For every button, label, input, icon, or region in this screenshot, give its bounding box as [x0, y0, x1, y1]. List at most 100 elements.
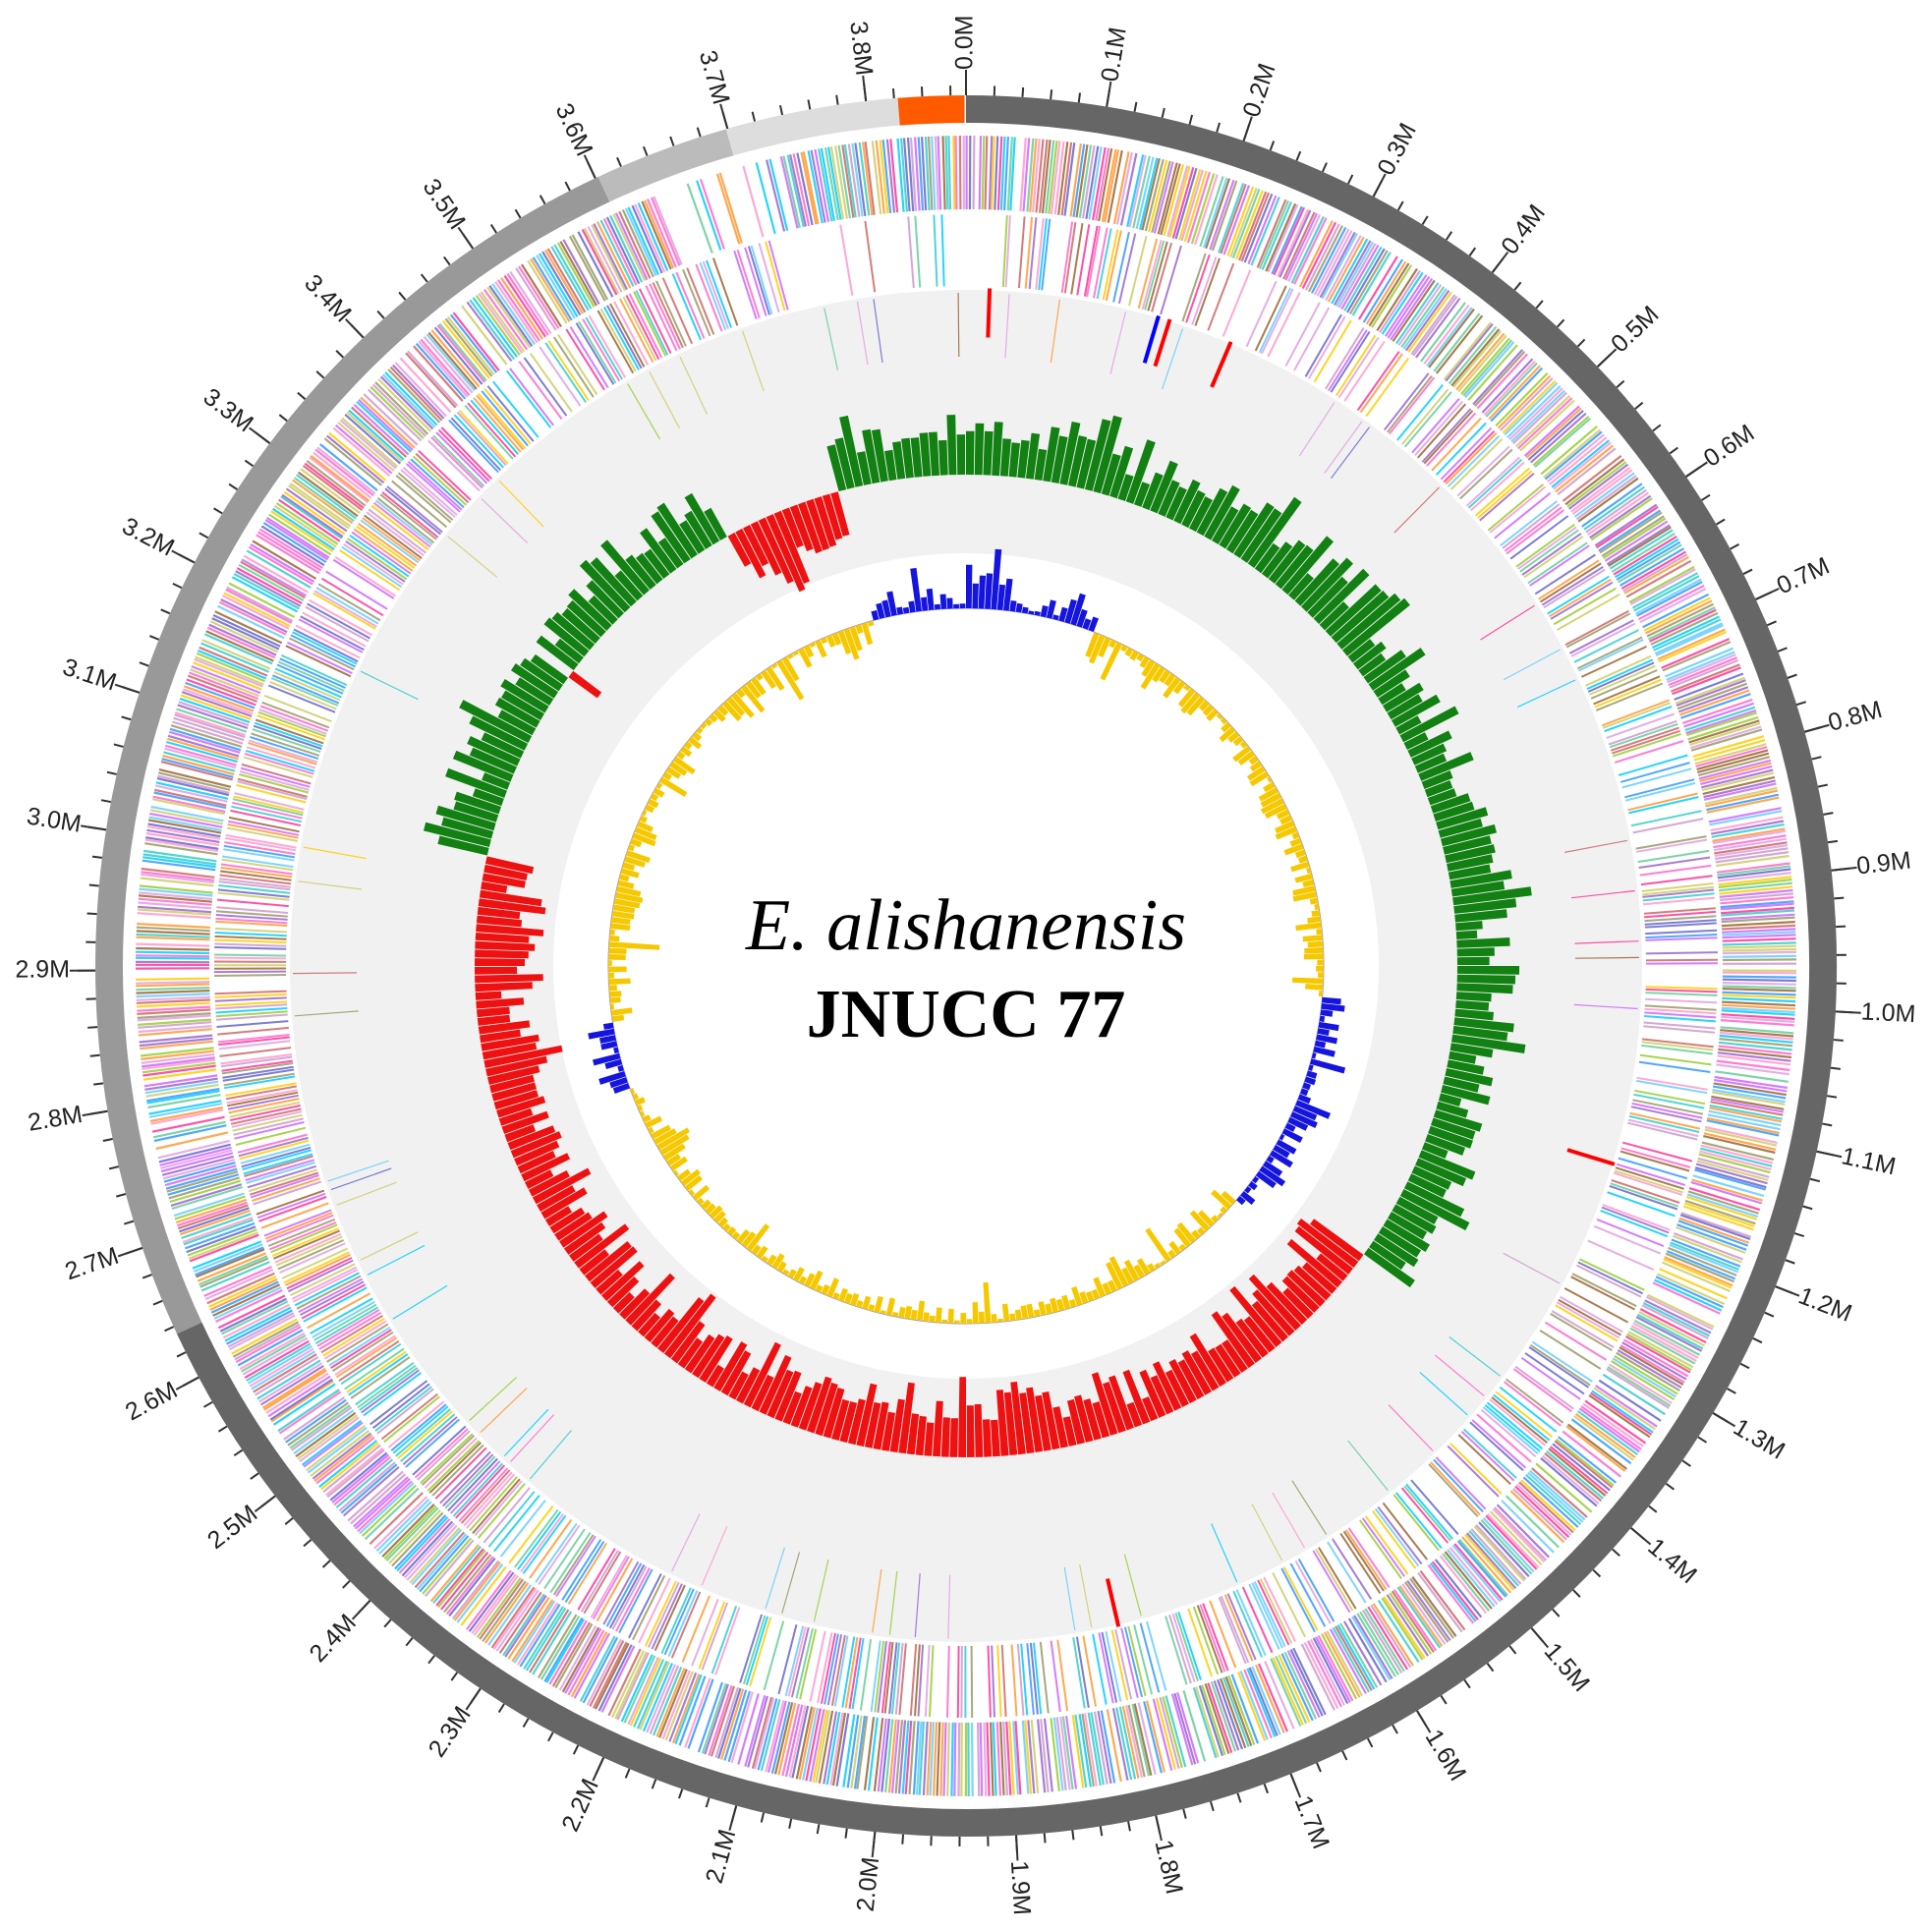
- map-layer: 0.0M 0.1M0.2M0.3M0.4M0.5M0.6M0.7M0.8M0.9M…: [15, 15, 1916, 1915]
- position-label: 1.3M: [1729, 1413, 1790, 1465]
- label-leader: [871, 1832, 877, 1858]
- position-tick: [233, 1448, 244, 1457]
- position-tick: [1021, 86, 1025, 97]
- label-leader: [117, 1247, 143, 1258]
- position-tick: [751, 111, 757, 122]
- position-tick: [1764, 1311, 1775, 1318]
- gene-feature: [136, 136, 1796, 1795]
- label-leader: [1530, 1627, 1550, 1649]
- label-leader: [351, 1600, 371, 1620]
- gene-feature: [469, 383, 1142, 1635]
- position-tick: [547, 1731, 554, 1742]
- label-leader: [1804, 723, 1830, 733]
- position-tick: [121, 715, 132, 721]
- rna-mark: [1106, 1578, 1121, 1627]
- position-tick: [1440, 1695, 1448, 1705]
- rna-mark: [986, 288, 993, 338]
- gene-feature: [142, 137, 1796, 1795]
- position-tick: [1701, 493, 1711, 501]
- position-label: 0.8M: [1825, 696, 1885, 737]
- label-leader: [345, 318, 365, 339]
- gene-feature: [215, 216, 1701, 1717]
- position-tick: [376, 310, 385, 319]
- position-label: 1.4M: [1642, 1533, 1702, 1589]
- position-tick: [760, 1812, 766, 1823]
- label-leader: [1242, 116, 1253, 142]
- position-tick: [1616, 379, 1625, 389]
- position-label: 3.8M: [844, 20, 878, 77]
- label-leader: [1596, 348, 1618, 368]
- position-tick: [1802, 1205, 1813, 1211]
- position-tick: [89, 1053, 100, 1057]
- backbone-segment: [177, 95, 1838, 1837]
- position-tick: [1669, 446, 1678, 455]
- position-label: 2.3M: [424, 1701, 477, 1762]
- label-leader: [114, 683, 141, 694]
- position-tick: [1127, 1821, 1131, 1832]
- rna-mark: [1142, 314, 1161, 364]
- position-label: 0.4M: [1496, 199, 1551, 259]
- position-label: 3.2M: [118, 512, 179, 562]
- position-label: 0.3M: [1372, 119, 1422, 180]
- position-tick: [124, 1220, 135, 1225]
- position-tick: [1576, 338, 1586, 348]
- label-leader: [1015, 1835, 1019, 1861]
- gene-feature: [136, 135, 1796, 1796]
- position-tick: [1572, 1589, 1581, 1598]
- label-leader: [254, 1495, 276, 1512]
- label-leader: [465, 1687, 482, 1711]
- position-tick: [1648, 1504, 1658, 1513]
- position-tick: [106, 770, 117, 775]
- gene-feature: [222, 245, 1708, 1713]
- position-tick: [891, 87, 895, 99]
- position-tick: [1508, 1645, 1517, 1655]
- gene-feature: [137, 141, 1797, 1797]
- position-tick: [669, 136, 675, 146]
- gene-feature: [138, 135, 1797, 1797]
- position-tick: [199, 532, 209, 539]
- position-label: 0.6M: [1699, 419, 1760, 472]
- position-tick: [116, 1193, 127, 1198]
- position-tick: [624, 1768, 631, 1779]
- gene-feature: [1503, 1252, 1561, 1284]
- position-tick: [250, 1472, 259, 1480]
- position-tick: [1366, 1737, 1374, 1748]
- gene-feature: [136, 136, 1796, 1797]
- position-tick: [87, 1026, 98, 1029]
- gene-feature: [145, 135, 1796, 1792]
- gene-feature: [213, 223, 1690, 1717]
- label-leader: [81, 824, 107, 831]
- position-tick: [1263, 1784, 1269, 1794]
- gene-feature: [228, 240, 1719, 1713]
- gene-feature: [294, 1010, 1328, 1615]
- position-tick: [91, 855, 102, 859]
- gene-feature: [218, 214, 1715, 1718]
- backbone-segment: [95, 177, 610, 1334]
- inner-area: [553, 553, 1379, 1379]
- rna-mark: [1153, 318, 1172, 368]
- gene-feature: [213, 216, 1719, 1717]
- position-tick: [278, 414, 288, 423]
- gene-feature: [914, 1573, 921, 1638]
- position-tick: [297, 391, 307, 400]
- position-tick: [86, 912, 97, 916]
- position-tick: [1133, 101, 1138, 112]
- position-tick: [1463, 1678, 1471, 1689]
- position-tick: [398, 291, 407, 301]
- position-tick: [678, 1788, 684, 1799]
- gene-feature: [136, 135, 1796, 1769]
- position-tick: [1665, 1482, 1676, 1491]
- position-tick: [1077, 92, 1082, 103]
- position-tick: [1787, 673, 1797, 679]
- position-tick: [176, 1351, 187, 1358]
- position-tick: [1071, 1830, 1075, 1841]
- position-tick: [1826, 1095, 1838, 1099]
- position-tick: [148, 635, 160, 641]
- position-tick: [1777, 647, 1788, 652]
- position-tick: [1652, 424, 1662, 432]
- position-tick: [315, 370, 325, 379]
- gene-feature: [136, 136, 1794, 1796]
- position-tick: [1535, 300, 1544, 310]
- position-tick: [1321, 162, 1328, 173]
